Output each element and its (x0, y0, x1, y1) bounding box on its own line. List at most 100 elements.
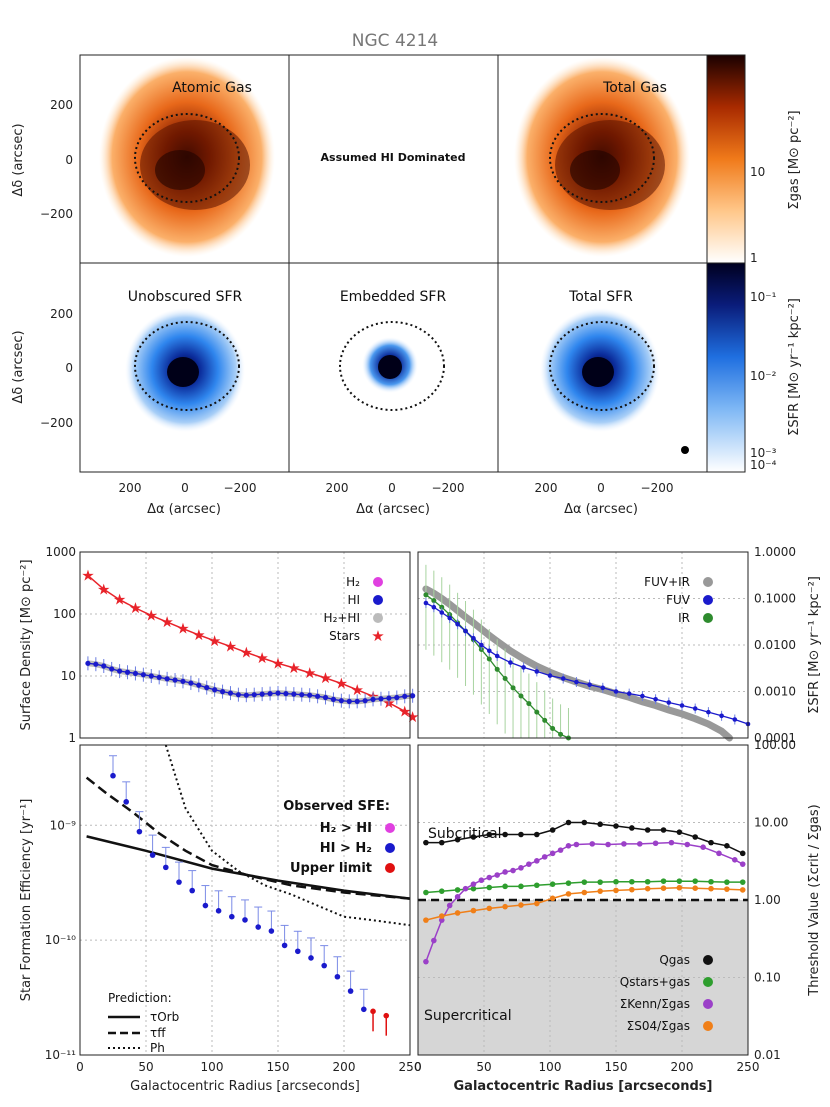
hi-point (402, 693, 408, 699)
sfe-point (229, 913, 235, 920)
hi-point (132, 670, 139, 677)
map-ylabel-bottom: Δδ (arcsec) (11, 330, 26, 403)
sfe-point (176, 879, 182, 885)
threshold-point (502, 869, 508, 875)
hi-point (275, 690, 281, 696)
threshold-point (470, 834, 477, 840)
stars-line (87, 574, 414, 718)
threshold-point (462, 885, 469, 892)
threshold-point (629, 825, 635, 831)
gas-cbar-tick-10: 10 (750, 165, 765, 179)
fuv-point (640, 693, 645, 699)
fuv-point (613, 689, 619, 694)
ir-point (550, 726, 556, 732)
threshold-point (438, 913, 445, 919)
ytick-label: 0.0010 (754, 685, 796, 699)
threshold-point (613, 878, 619, 885)
threshold-point (470, 885, 477, 892)
threshold-point (549, 850, 556, 857)
threshold-point (423, 958, 429, 965)
fuv-point (431, 604, 437, 610)
hi-point (259, 691, 265, 697)
hi-point (386, 695, 392, 701)
fuv-point (666, 700, 672, 705)
xtick-label: 250 (399, 1060, 422, 1074)
threshold-point (692, 878, 698, 884)
xtick-label: 50 (476, 1060, 491, 1074)
threshold-point (644, 885, 651, 892)
hi-point (196, 682, 202, 688)
threshold-point (739, 861, 746, 867)
stars-point: ★ (398, 702, 411, 720)
threshold-point (613, 887, 619, 894)
hi-point (370, 696, 376, 702)
map-ytick-bot-200: 200 (50, 307, 73, 321)
stars-point: ★ (335, 674, 348, 692)
stars-point: ★ (224, 637, 237, 655)
threshold-point (549, 895, 556, 902)
ytick-label: 0.10 (754, 971, 781, 985)
threshold-point (589, 841, 596, 847)
threshold-point (613, 823, 619, 829)
xtick-label: 250 (737, 1060, 760, 1074)
fuv-point (486, 648, 492, 654)
sfe-point (295, 948, 301, 955)
threshold-point (676, 829, 683, 835)
threshold-point (534, 882, 540, 889)
legend-upper-limit: Upper limit (290, 861, 372, 876)
profile-plots: ★★★ ★ ★ ★ ★ ★ ★ ★ ★ ★ ★ ★ ★ ★ ★ ★ ★ ★ ★★ 10001001011.00000… (19, 545, 822, 1094)
surface-density-legend: H₂ HI H₂+HI Stars ★ (324, 575, 385, 645)
threshold-point (581, 889, 588, 896)
legend-h2hi: H₂+HI (324, 611, 360, 625)
map-ytick-bot-m200: −200 (40, 416, 73, 430)
panel-label-embedded-sfr: Embedded SFR (340, 289, 447, 305)
ir-point (542, 717, 548, 723)
legend-h2: H₂ (346, 575, 360, 589)
fuv-point (679, 703, 685, 708)
legend-tff: τff (150, 1026, 166, 1040)
hi-point (354, 698, 360, 704)
threshold-point (676, 878, 683, 884)
map-grid: Atomic Gas Total Gas Unobscured SFR Embe… (11, 54, 802, 517)
xtick-label: 0 (414, 1060, 422, 1074)
hi-point (378, 696, 384, 702)
sfr-colorbar (706, 262, 746, 473)
panel-frame-threshold (417, 744, 749, 1056)
data-series: ★★★ ★ ★ ★ ★ ★ ★ ★ ★ ★ ★ ★ ★ ★ ★ ★ ★ ★ ★★ (81, 564, 751, 1036)
hi-point (101, 663, 107, 669)
hi-point (172, 677, 178, 683)
legend-fuv: FUV (666, 593, 691, 607)
threshold-point (684, 841, 691, 848)
embedded-sfr-map (339, 321, 445, 411)
ir-point (510, 685, 516, 691)
threshold-point (724, 886, 730, 892)
hi-point (180, 678, 186, 684)
threshold-point (518, 902, 524, 908)
gas-cbar-tick-1: 1 (750, 251, 758, 265)
sfe-point (321, 962, 328, 969)
unobscured-sfr-map (125, 308, 245, 432)
stars-point: ★ (287, 659, 300, 677)
threshold-point (431, 937, 437, 944)
fuv-point (719, 713, 724, 719)
hi-point (251, 692, 257, 698)
figure-title: NGC 4214 (352, 31, 438, 51)
fuv-point (534, 669, 540, 674)
hi-point (219, 689, 226, 695)
ytick-label: 0.0001 (754, 731, 796, 745)
stars-point: ★ (406, 708, 419, 726)
threshold-point (494, 872, 501, 878)
surface-density-ylabel: Surface Density [M⊙ pc⁻²] (19, 559, 34, 730)
ph-line (164, 744, 411, 927)
panel-frame-surface-density (79, 551, 411, 739)
threshold-point (510, 867, 516, 874)
ir-point (486, 656, 492, 662)
panel-frame-sfr-density (417, 551, 749, 739)
threshold-point (502, 831, 508, 838)
map-xtick-3c: −200 (641, 481, 674, 495)
sfe-point (189, 887, 195, 894)
map-xlabel-2: Δα (arcsec) (356, 502, 430, 517)
threshold-point (549, 881, 556, 887)
hi-point (164, 676, 170, 682)
stars-point: ★ (303, 664, 316, 682)
